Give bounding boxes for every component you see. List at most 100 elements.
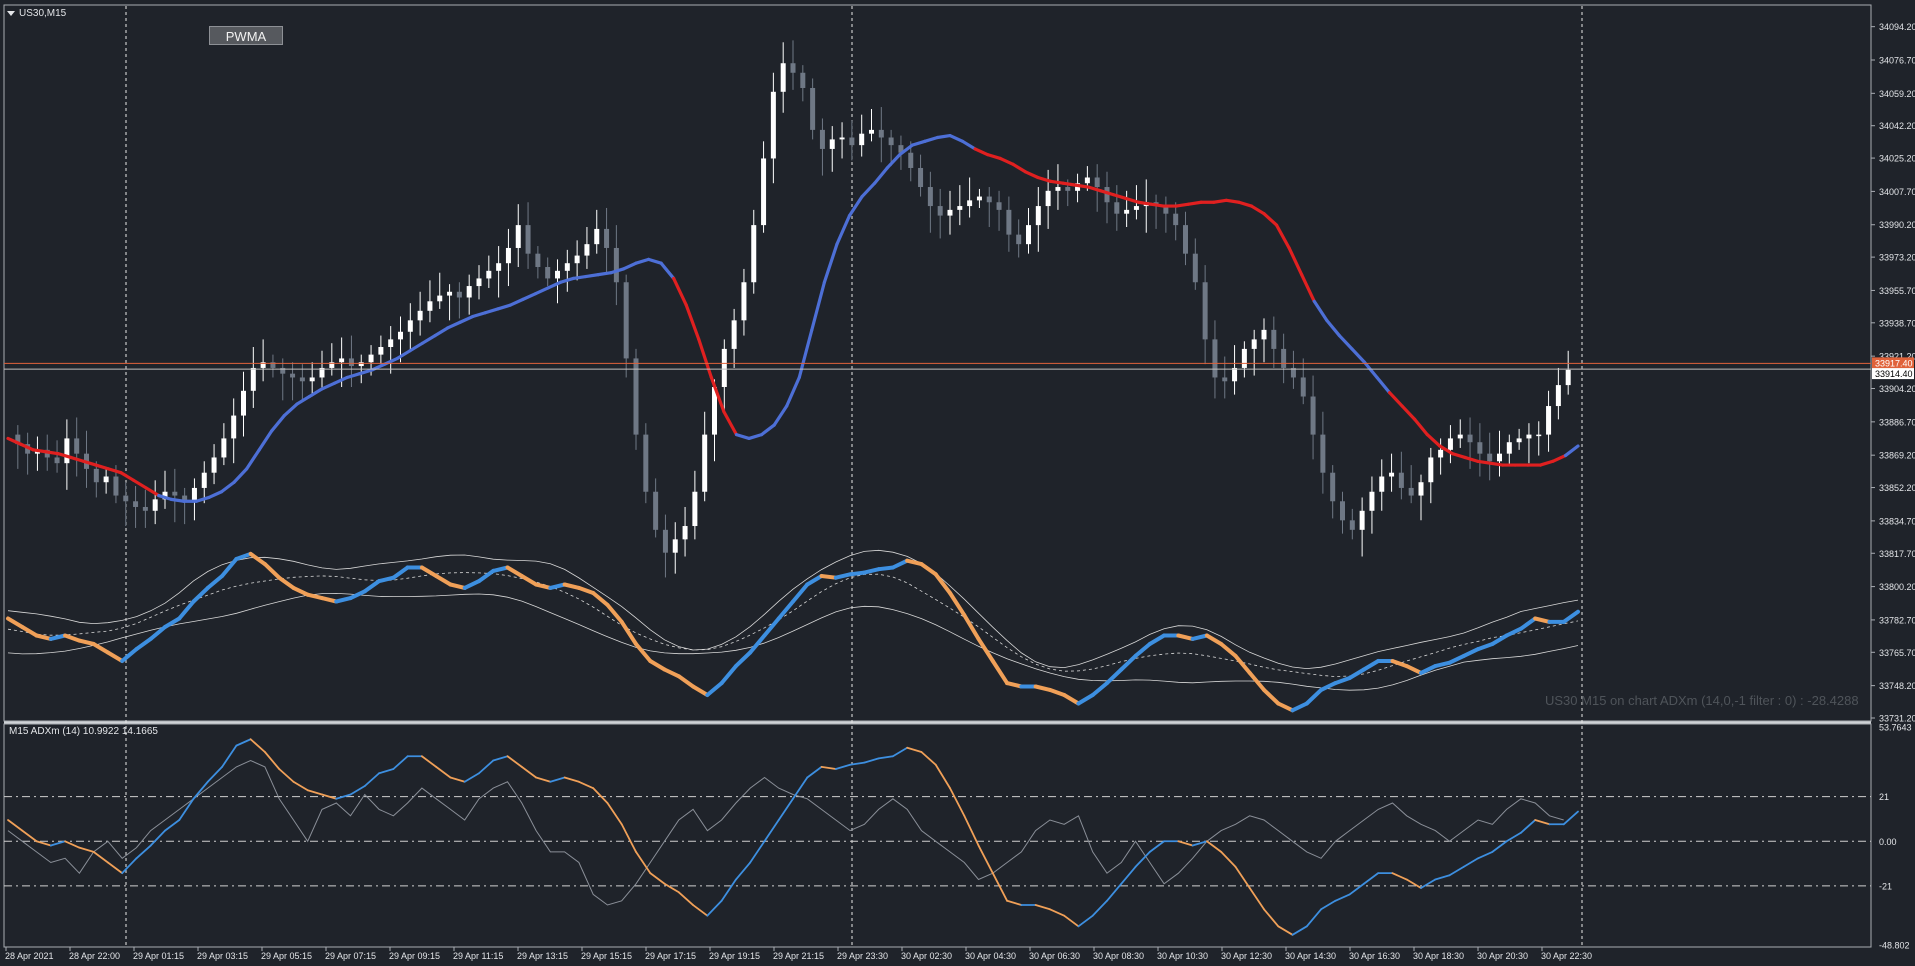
price-tick-label: 33765.70 xyxy=(1879,648,1915,658)
candle-body xyxy=(54,457,60,464)
adx-segment xyxy=(1177,840,1194,847)
on-chart-adx-segment xyxy=(220,557,239,578)
subwindow-levels xyxy=(4,796,1871,887)
candle-body xyxy=(878,129,884,138)
adx-segment xyxy=(378,768,395,775)
pwma-segment xyxy=(1224,198,1241,204)
candle-body xyxy=(937,206,943,216)
adx-segment xyxy=(35,840,52,847)
adx-segment xyxy=(363,772,380,787)
adx-segment xyxy=(892,746,909,758)
adx-segment xyxy=(1462,857,1479,868)
pwma-segment xyxy=(935,134,952,140)
adx-segment xyxy=(849,761,866,766)
price-axis: 34094.20 34076.70 34059.20 34042.20 34025.20… xyxy=(1871,22,1915,951)
candle-body xyxy=(113,476,119,496)
candle-body xyxy=(260,362,266,368)
adx-segment xyxy=(806,765,823,779)
on-chart-adx-segment xyxy=(848,570,867,577)
on-chart-adx-segment xyxy=(1447,653,1466,665)
price-tick-label: 33990.20 xyxy=(1879,220,1915,230)
adx-subwindow-series xyxy=(7,738,1579,936)
on-chart-adx-segment xyxy=(1476,642,1495,652)
on-chart-adx-segment xyxy=(948,591,967,618)
adx-segment xyxy=(1106,882,1123,902)
time-tick-label: 29 Apr 07:15 xyxy=(325,951,376,961)
time-tick-label: 30 Apr 08:30 xyxy=(1093,951,1144,961)
on-chart-adx-segment xyxy=(1319,681,1338,692)
adx-segment xyxy=(906,746,923,753)
on-chart-adx-segment xyxy=(1404,664,1423,675)
pwma-segment xyxy=(282,402,299,418)
adx-tick-label: 53.7643 xyxy=(1879,723,1912,733)
candle-body xyxy=(486,270,492,279)
adx-segment xyxy=(1120,865,1137,885)
pwma-segment xyxy=(1551,453,1568,463)
on-chart-adx-segment xyxy=(1390,659,1409,669)
candle-body xyxy=(456,291,462,298)
candle-body xyxy=(957,206,963,210)
candle-body xyxy=(417,310,423,321)
price-tick-label: 33731.20 xyxy=(1879,714,1915,724)
adx-segment xyxy=(1248,887,1265,911)
pwma-segment xyxy=(395,349,412,361)
pwma-segment xyxy=(960,139,977,151)
time-tick-label: 30 Apr 22:30 xyxy=(1541,951,1592,961)
on-chart-adx-segment xyxy=(1033,684,1052,692)
on-chart-adx-segment xyxy=(819,574,838,580)
candle-body xyxy=(437,295,443,302)
pwma-segment xyxy=(759,423,776,437)
adx-segment xyxy=(421,755,438,768)
adx-segment xyxy=(991,872,1008,902)
candle-body xyxy=(613,247,619,283)
adx-segment xyxy=(1305,908,1322,928)
on-chart-adx-segment xyxy=(262,562,282,580)
on-chart-adx-segment xyxy=(1419,664,1438,675)
pwma-segment xyxy=(646,257,663,265)
candle-body xyxy=(849,137,855,146)
pwma-segment xyxy=(1538,459,1555,467)
candle-body xyxy=(172,491,178,496)
di-line xyxy=(7,759,1564,906)
on-chart-adx-segment xyxy=(1518,616,1538,631)
pwma-segment xyxy=(332,375,349,385)
adx-segment xyxy=(1277,925,1294,936)
pwma-segment xyxy=(471,311,487,319)
candle-body xyxy=(623,282,629,359)
on-chart-adx-segment xyxy=(1290,701,1309,713)
adx-segment xyxy=(777,797,794,821)
adx-segment xyxy=(1063,914,1080,928)
adx-segment xyxy=(1391,872,1408,881)
pwma-segment xyxy=(1086,185,1103,193)
adx-segment xyxy=(963,814,980,847)
pwma-segment xyxy=(810,280,827,332)
adx-tick-label: 21 xyxy=(1879,792,1889,802)
adx-segment xyxy=(1077,914,1094,928)
pwma-segment xyxy=(144,486,161,498)
candle-body xyxy=(692,491,698,527)
pwma-button[interactable]: PWMA xyxy=(209,26,283,45)
adx-segment xyxy=(92,851,109,864)
price-tick-label: 33852.20 xyxy=(1879,483,1915,493)
time-tick-label: 30 Apr 06:30 xyxy=(1029,951,1080,961)
pwma-segment xyxy=(559,276,575,284)
time-tick-label: 29 Apr 05:15 xyxy=(261,951,312,961)
pwma-segment xyxy=(533,286,550,296)
candle-body xyxy=(1124,209,1130,214)
on-chart-adx-segment xyxy=(634,642,653,663)
candle-body xyxy=(662,529,668,553)
pwma-segment xyxy=(496,303,512,311)
candle-body xyxy=(819,129,825,149)
adx-segment xyxy=(735,861,752,881)
time-tick-label: 30 Apr 20:30 xyxy=(1477,951,1528,961)
pwma-segment xyxy=(1136,200,1153,206)
sub-pane-frame xyxy=(3,723,1872,948)
adx-envelope-line xyxy=(7,572,1579,678)
time-tick-label: 29 Apr 09:15 xyxy=(389,951,440,961)
price-tick-label: 33869.20 xyxy=(1879,451,1915,461)
collapse-icon[interactable] xyxy=(7,11,15,16)
adx-segment xyxy=(1534,819,1551,826)
candle-body xyxy=(1192,253,1198,283)
candle-body xyxy=(633,358,639,435)
